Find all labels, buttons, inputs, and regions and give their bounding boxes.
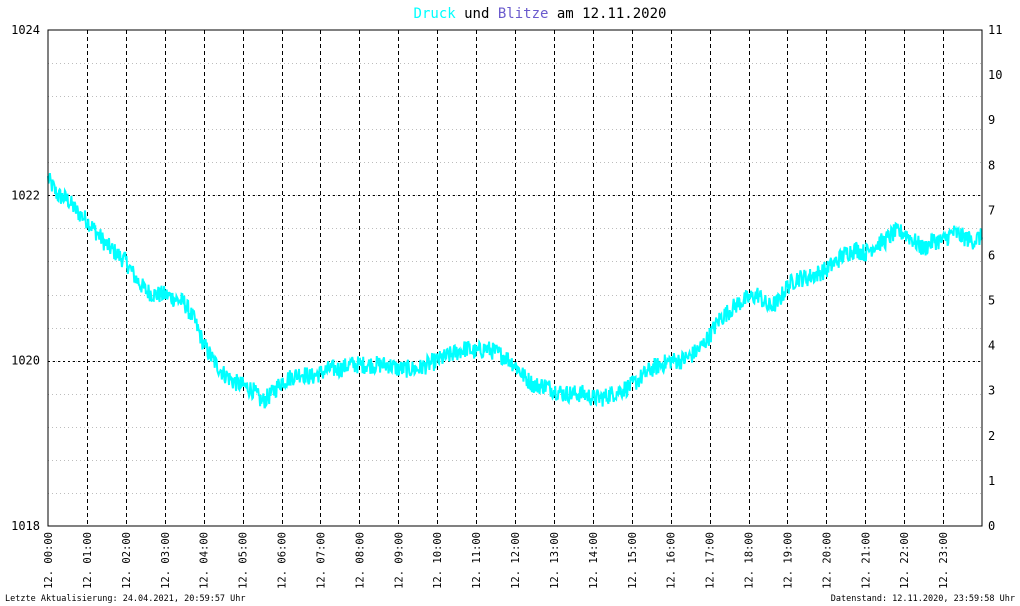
y-right-tick-label: 8 — [988, 158, 995, 172]
x-tick-label: 12. 20:00 — [821, 532, 833, 589]
plot-frame — [47, 29, 983, 527]
x-tick-label: 12. 00:00 — [43, 532, 55, 589]
x-tick-label: 12. 19:00 — [782, 532, 794, 589]
x-axis-labels: 12. 00:00 12. 01:00 12. 02:00 12. 03:00 12. … — [43, 532, 950, 589]
y-right-tick-label: 5 — [988, 294, 995, 308]
y-right-tick-label: 1 — [988, 474, 995, 488]
x-tick-label: 12. 17:00 — [705, 532, 717, 589]
x-tick-label: 12. 10:00 — [432, 532, 444, 589]
y-right-tick-label: 6 — [988, 248, 995, 262]
x-tick-label: 12. 11:00 — [471, 532, 483, 589]
x-tick-label: 12. 12:00 — [510, 532, 522, 589]
x-tick-label: 12. 22:00 — [899, 532, 911, 589]
y-right-tick-label: 11 — [988, 23, 1002, 37]
y-left-tick-label: 1020 — [11, 354, 40, 368]
y-left-tick-label: 1024 — [11, 23, 40, 37]
x-tick-label: 12. 06:00 — [277, 532, 289, 589]
x-tick-label: 12. 02:00 — [121, 532, 133, 589]
x-tick-label: 12. 05:00 — [238, 532, 250, 589]
x-tick-label: 12. 14:00 — [588, 532, 600, 589]
series-layer — [47, 172, 983, 409]
y-left-tick-label: 1018 — [11, 519, 40, 533]
footer-data-status: Datenstand: 12.11.2020, 23:59:58 Uhr — [831, 594, 1015, 604]
x-tick-label: 12. 09:00 — [393, 532, 405, 589]
y-right-tick-label: 0 — [988, 519, 995, 533]
x-tick-label: 12. 16:00 — [666, 532, 678, 589]
footer-last-update: Letzte Aktualisierung: 24.04.2021, 20:59… — [5, 594, 246, 604]
grid-vertical — [87, 30, 944, 526]
x-tick-label: 12. 03:00 — [160, 532, 172, 589]
x-tick-label: 12. 18:00 — [744, 532, 756, 589]
x-tick-label: 12. 07:00 — [315, 532, 327, 589]
x-tick-label: 12. 08:00 — [354, 532, 366, 589]
y-right-tick-label: 7 — [988, 203, 995, 217]
y-axis-right-labels: 0 1 2 3 4 5 6 7 8 9 10 11 — [988, 23, 1002, 533]
x-tick-label: 12. 01:00 — [82, 532, 94, 589]
series-druck-line — [47, 172, 983, 409]
x-tick-label: 12. 23:00 — [938, 532, 950, 589]
y-right-tick-label: 9 — [988, 113, 995, 127]
chart-title: Druck und Blitze am 12.11.2020 — [414, 6, 667, 22]
title-druck: Druck — [414, 6, 457, 22]
x-tick-label: 12. 04:00 — [199, 532, 211, 589]
x-tick-label: 12. 21:00 — [860, 532, 872, 589]
y-right-tick-label: 4 — [988, 339, 995, 353]
title-date: am 12.11.2020 — [557, 6, 667, 22]
y-right-tick-label: 10 — [988, 68, 1002, 82]
x-tick-label: 12. 15:00 — [627, 532, 639, 589]
title-und: und — [464, 6, 489, 22]
y-right-tick-label: 2 — [988, 429, 995, 443]
y-axis-left-labels: 1018 1020 1022 1024 — [11, 23, 40, 533]
y-left-tick-label: 1022 — [11, 188, 40, 202]
title-blitze: Blitze — [498, 6, 549, 22]
x-tick-label: 12. 13:00 — [549, 532, 561, 589]
y-right-tick-label: 3 — [988, 384, 995, 398]
